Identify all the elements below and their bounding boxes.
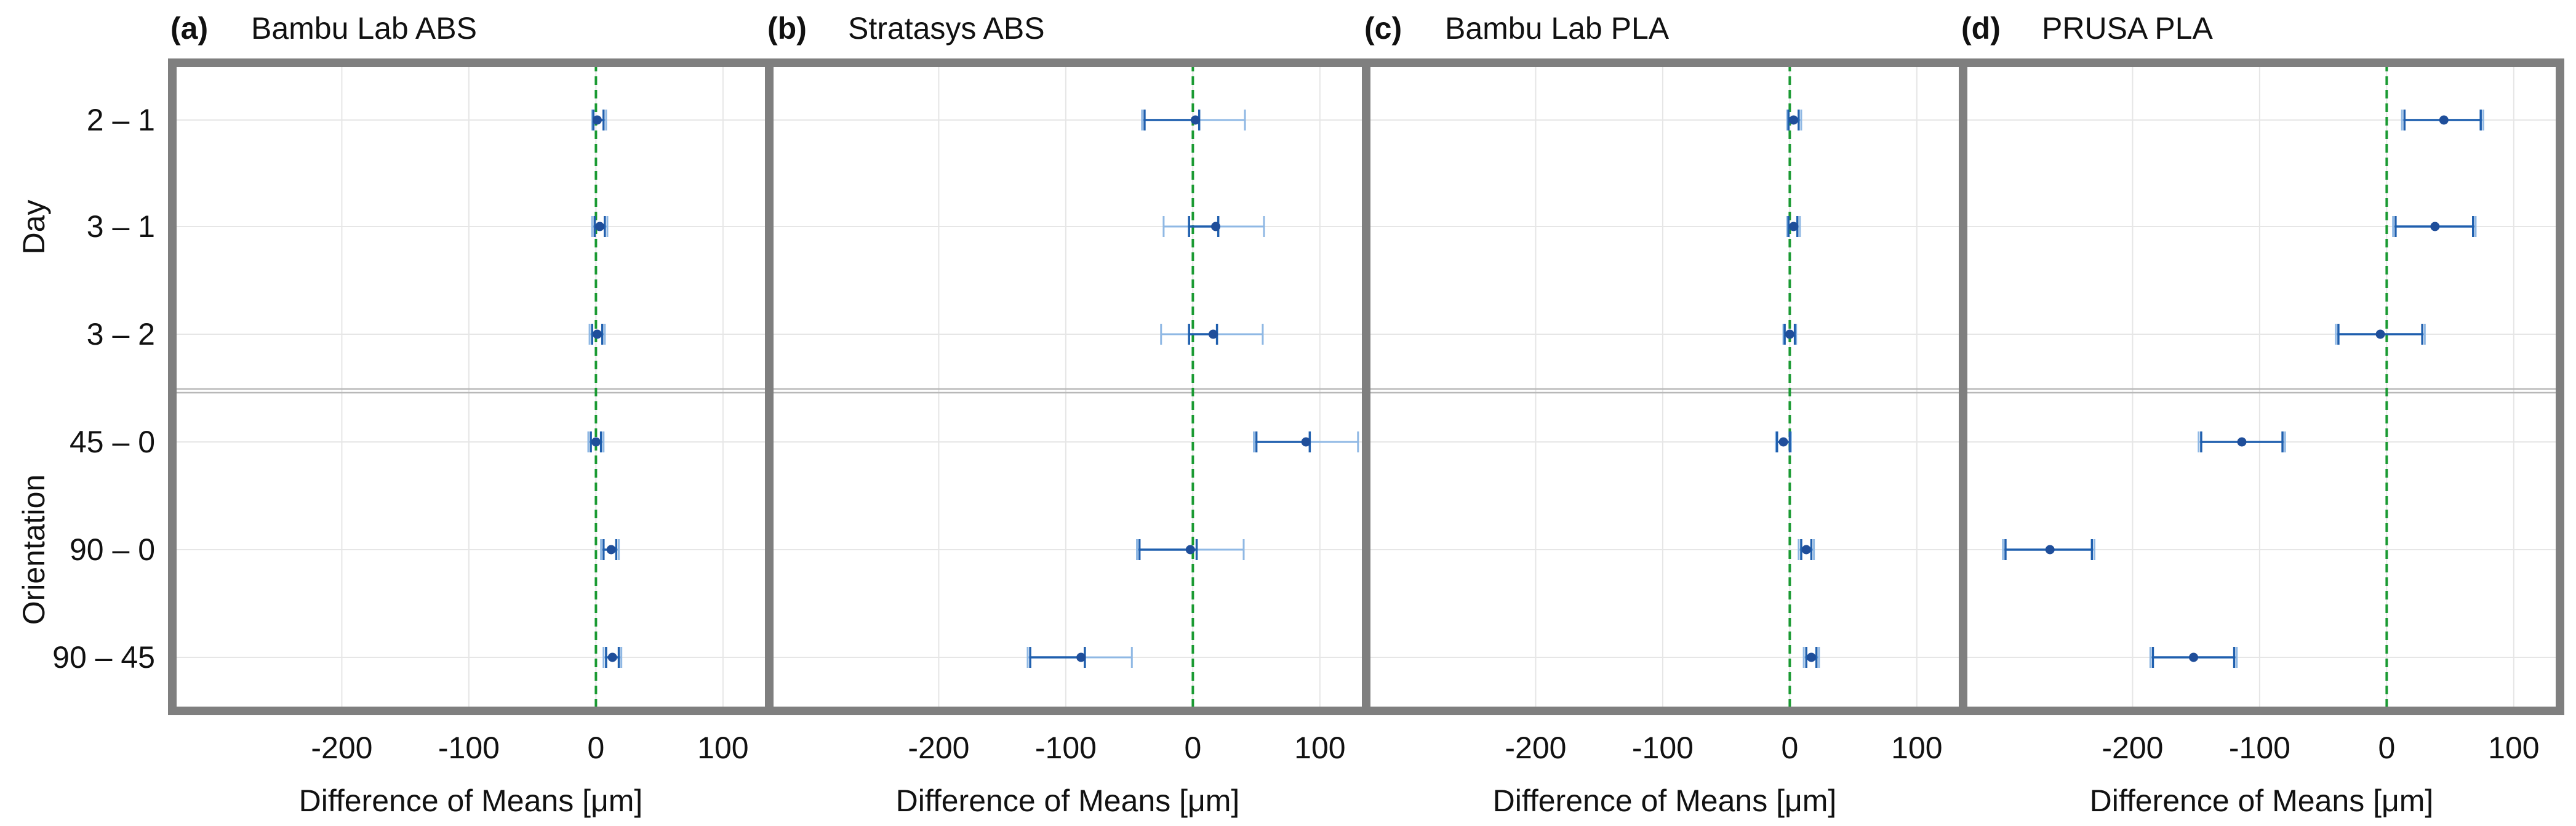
panel-d: -200 -100 0 100 Difference of Means [μm] (d) P… <box>1959 11 2564 818</box>
row-label: 3 – 1 <box>87 209 155 244</box>
x-tick-label: -200 <box>2102 731 2163 765</box>
estimate-point <box>1789 222 1799 231</box>
plot-area <box>1366 63 1963 711</box>
estimate-point <box>1785 329 1794 339</box>
estimate-point <box>595 222 605 231</box>
estimate-point <box>607 652 617 662</box>
plot-area <box>1963 63 2560 711</box>
estimate-point <box>1191 115 1201 125</box>
x-tick-label: -100 <box>438 731 500 765</box>
estimate-point <box>1778 437 1788 447</box>
row-label: 90 – 0 <box>70 532 155 567</box>
estimate-point <box>2237 437 2247 447</box>
panel-label: (a) <box>170 11 208 46</box>
x-tick-label: 0 <box>1184 731 1201 765</box>
x-axis-label: Difference of Means [μm] <box>896 784 1240 818</box>
row-labels: 2 – 1 3 – 1 3 – 2 45 – 0 90 – 0 90 – 45 <box>52 103 155 675</box>
estimate-point <box>2430 222 2440 231</box>
estimate-point <box>1806 652 1816 662</box>
estimate-point <box>2375 329 2385 339</box>
estimate-point <box>1211 222 1221 231</box>
estimate-point <box>1208 329 1218 339</box>
estimate-point <box>2439 115 2449 125</box>
panel-label: (c) <box>1364 11 1402 46</box>
estimate-point <box>1076 652 1086 662</box>
x-tick-label: -100 <box>1632 731 1694 765</box>
x-axis-label: Difference of Means [μm] <box>299 784 643 818</box>
x-tick-label: 100 <box>1891 731 1942 765</box>
row-label: 45 – 0 <box>70 425 155 459</box>
panel-frame <box>1959 58 2564 715</box>
x-axis-label: Difference of Means [μm] <box>2090 784 2434 818</box>
row-label: 3 – 2 <box>87 317 155 351</box>
group-labels: Day Orientation <box>17 200 51 625</box>
x-tick-label: 100 <box>1294 731 1345 765</box>
estimate-point <box>592 329 602 339</box>
panel-label: (d) <box>1961 11 2001 46</box>
x-tick-label: -200 <box>1505 731 1566 765</box>
row-label: 90 – 45 <box>52 640 155 675</box>
estimate-point <box>1185 545 1195 555</box>
x-tick-label: 100 <box>697 731 748 765</box>
panel-title: Stratasys ABS <box>848 11 1045 46</box>
panel-b: -200 -100 0 100 Difference of Means [μm] (b) S… <box>765 11 1370 818</box>
x-tick-label: -100 <box>2229 731 2290 765</box>
row-label: 2 – 1 <box>87 103 155 137</box>
x-tick-label: -200 <box>908 731 969 765</box>
estimate-point <box>2189 652 2199 662</box>
estimate-point <box>606 545 616 555</box>
panel-title: Bambu Lab ABS <box>251 11 477 46</box>
x-tick-label: 0 <box>2378 731 2395 765</box>
estimate-point <box>1301 437 1311 447</box>
group-label-orientation: Orientation <box>17 475 51 625</box>
group-label-day: Day <box>17 200 51 255</box>
estimate-point <box>592 115 602 125</box>
x-tick-label: 0 <box>1781 731 1798 765</box>
x-tick-label: 100 <box>2488 731 2539 765</box>
panel-label: (b) <box>767 11 807 46</box>
plot-area <box>769 63 1366 711</box>
panel-title: Bambu Lab PLA <box>1445 11 1670 46</box>
estimate-point <box>1801 545 1811 555</box>
panel-a: -200 -100 0 100 Difference of Means [μm] (a) B… <box>168 11 774 818</box>
estimate-point <box>1789 115 1799 125</box>
panel-title: PRUSA PLA <box>2042 11 2214 46</box>
plot-area <box>172 63 769 711</box>
panel-c: -200 -100 0 100 Difference of Means [μm] (c) B… <box>1362 11 1967 818</box>
x-tick-label: -100 <box>1035 731 1097 765</box>
panels: -200 -100 0 100 Difference of Means [μm] (a) B… <box>168 11 2564 818</box>
estimate-point <box>591 437 601 447</box>
x-tick-label: 0 <box>587 731 604 765</box>
estimate-point <box>2045 545 2055 555</box>
x-axis-label: Difference of Means [μm] <box>1493 784 1837 818</box>
x-tick-label: -200 <box>311 731 372 765</box>
